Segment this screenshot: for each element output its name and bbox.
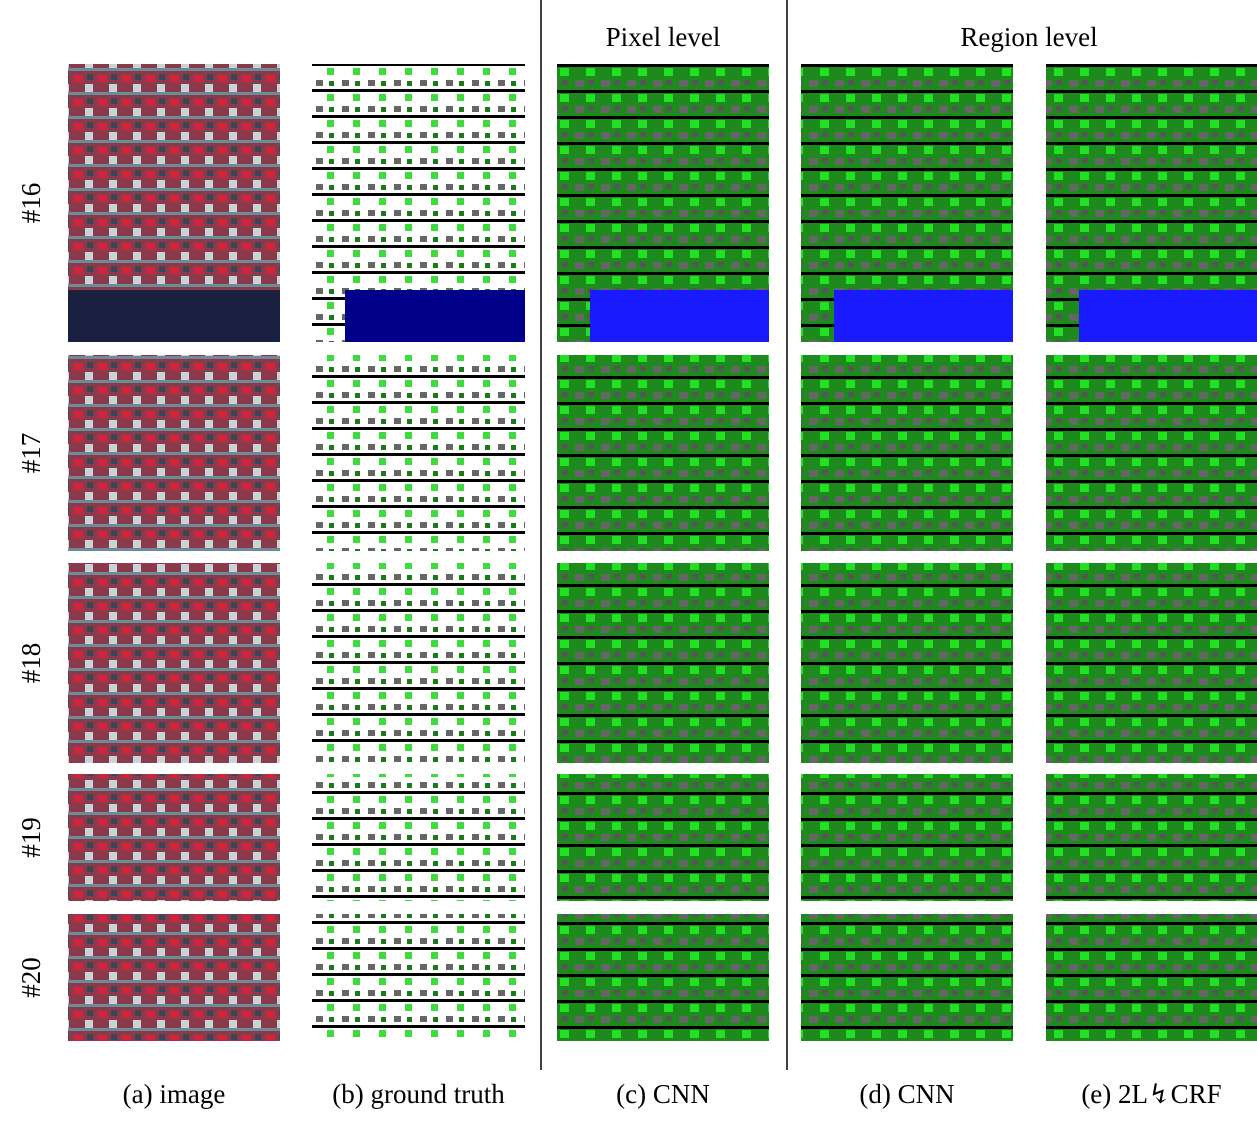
result-image (801, 774, 1013, 901)
result-image (801, 914, 1013, 1041)
result-image (68, 774, 280, 901)
result-image (557, 355, 769, 551)
result-image (1046, 355, 1257, 551)
water-region (834, 290, 1013, 342)
row-label: #16 (16, 183, 46, 224)
result-image (801, 563, 1013, 763)
water-region (590, 290, 769, 342)
water-region (68, 290, 280, 342)
caption: (c) CNN (616, 1079, 710, 1109)
row-label: #19 (16, 817, 46, 858)
group-header: Region level (960, 22, 1097, 52)
caption: (d) CNN (859, 1079, 954, 1109)
water-region (1079, 290, 1257, 342)
row-label: #18 (16, 643, 46, 684)
result-image (312, 563, 525, 763)
caption: (b) ground truth (332, 1079, 505, 1109)
result-image (557, 914, 769, 1041)
result-image (557, 774, 769, 901)
result-image (312, 355, 525, 551)
result-image (68, 914, 280, 1041)
caption: (a) image (123, 1079, 226, 1109)
result-image (1046, 563, 1257, 763)
result-image (312, 774, 525, 901)
result-image (801, 355, 1013, 551)
result-image (1046, 914, 1257, 1041)
result-image (68, 563, 280, 763)
result-image (1046, 774, 1257, 901)
row-label: #20 (16, 957, 46, 998)
figure: Pixel level Region level #16 #17 #18 #19 #20… (0, 0, 1257, 1125)
row-label: #17 (16, 433, 46, 474)
caption: (e) 2L↯CRF (1081, 1079, 1221, 1109)
group-header: Pixel level (606, 22, 721, 52)
result-image (68, 355, 280, 551)
result-image (312, 914, 525, 1041)
result-image (557, 563, 769, 763)
water-region (345, 290, 525, 342)
